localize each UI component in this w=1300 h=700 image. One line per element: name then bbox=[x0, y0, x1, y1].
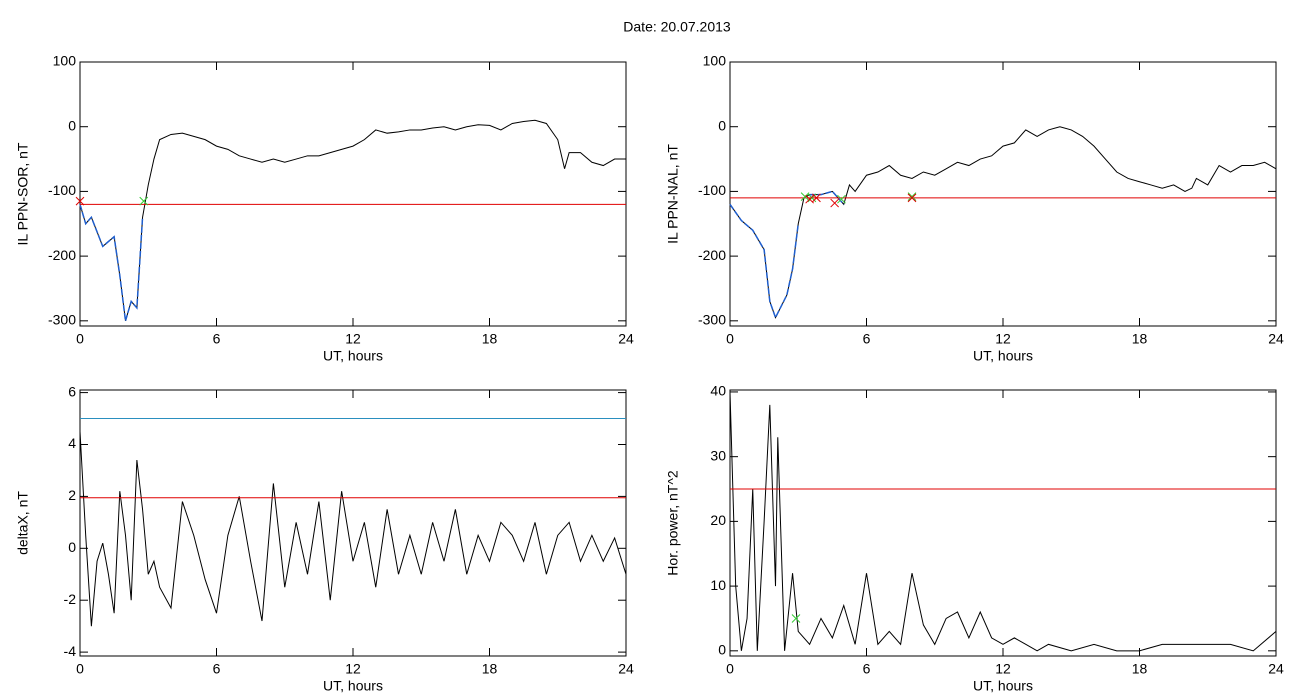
y-tick-label: 0 bbox=[68, 539, 76, 555]
marker bbox=[830, 198, 840, 208]
x-tick-label: 6 bbox=[863, 331, 871, 347]
x-tick-label: 0 bbox=[726, 331, 734, 347]
marker bbox=[805, 194, 814, 204]
x-axis-label: UT, hours bbox=[323, 678, 383, 694]
x-tick-label: 12 bbox=[995, 661, 1011, 677]
x-tick-label: 6 bbox=[863, 661, 871, 677]
y-tick-label: 100 bbox=[703, 53, 727, 69]
plot-frame bbox=[79, 61, 627, 327]
x-tick-label: 12 bbox=[995, 331, 1011, 347]
x-tick-label: 0 bbox=[76, 661, 84, 677]
y-tick-label: 0 bbox=[68, 117, 76, 133]
x-tick-label: 0 bbox=[726, 661, 734, 677]
y-axis-label: IL PPN-NAL, nT bbox=[665, 144, 681, 244]
y-tick-label: -2 bbox=[64, 591, 77, 607]
y-tick-label: 2 bbox=[68, 487, 76, 503]
y-tick-label: 40 bbox=[710, 383, 726, 399]
y-tick-label: 0 bbox=[718, 117, 726, 133]
x-axis-label: UT, hours bbox=[973, 348, 1033, 364]
x-axis-label: UT, hours bbox=[973, 678, 1033, 694]
y-tick-label: -100 bbox=[698, 182, 726, 198]
data-line bbox=[79, 119, 626, 321]
x-tick-label: 18 bbox=[1132, 331, 1148, 347]
marker bbox=[75, 196, 85, 206]
y-tick-label: 100 bbox=[53, 53, 77, 69]
data-line bbox=[729, 203, 799, 320]
marker bbox=[791, 614, 801, 623]
y-tick-label: 10 bbox=[710, 577, 726, 593]
x-tick-label: 24 bbox=[618, 331, 634, 347]
y-tick-label: -100 bbox=[48, 182, 76, 198]
x-tick-label: 24 bbox=[1268, 661, 1284, 677]
x-tick-label: 18 bbox=[1132, 661, 1148, 677]
y-tick-label: 30 bbox=[710, 447, 726, 463]
data-line bbox=[79, 431, 627, 627]
figure-title: Date: 20.07.2013 bbox=[623, 19, 731, 35]
marker bbox=[907, 192, 917, 201]
y-tick-label: -300 bbox=[698, 312, 726, 328]
x-tick-label: 12 bbox=[345, 661, 361, 677]
data-line bbox=[729, 391, 1277, 652]
x-tick-label: 6 bbox=[213, 331, 221, 347]
marker bbox=[800, 192, 810, 201]
y-tick-label: -200 bbox=[698, 247, 726, 263]
y-tick-label: 6 bbox=[68, 383, 76, 399]
data-line bbox=[79, 204, 144, 322]
marker bbox=[907, 193, 917, 203]
y-axis-label: deltaX, nT bbox=[15, 491, 31, 555]
x-tick-label: 18 bbox=[482, 661, 498, 677]
x-axis-label: UT, hours bbox=[323, 348, 383, 364]
marker bbox=[837, 194, 846, 204]
plot-frame bbox=[729, 389, 1277, 657]
marker bbox=[139, 196, 149, 206]
y-tick-label: -4 bbox=[64, 643, 77, 659]
data-line bbox=[729, 126, 1277, 319]
y-tick-label: -200 bbox=[48, 247, 76, 263]
x-tick-label: 12 bbox=[345, 331, 361, 347]
marker bbox=[812, 193, 821, 203]
y-tick-label: 20 bbox=[710, 512, 726, 528]
y-tick-label: 0 bbox=[718, 642, 726, 658]
marker bbox=[807, 193, 817, 203]
y-tick-label: 4 bbox=[68, 435, 76, 451]
y-axis-label: Hor. power, nT^2 bbox=[665, 470, 681, 576]
y-axis-label: IL PPN-SOR, nT bbox=[15, 142, 31, 245]
y-tick-label: -300 bbox=[48, 312, 76, 328]
x-tick-label: 18 bbox=[482, 331, 498, 347]
x-tick-label: 24 bbox=[1268, 331, 1284, 347]
x-tick-label: 24 bbox=[618, 661, 634, 677]
plot-frame bbox=[79, 389, 627, 657]
x-tick-label: 6 bbox=[213, 661, 221, 677]
x-tick-label: 0 bbox=[76, 331, 84, 347]
